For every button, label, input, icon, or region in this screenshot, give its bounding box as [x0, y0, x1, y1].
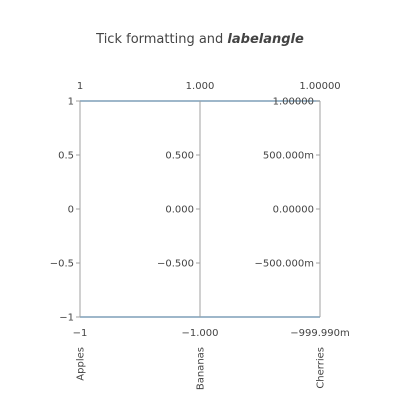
axis-apples[interactable]: 1 0.5 0 −0.5 −1 1 −1 Apples: [50, 81, 88, 381]
axes: 1 0.5 0 −0.5 −1 1 −1 Apples 0.500 0.000 −0.500 1.00…: [50, 81, 350, 390]
tick-label-bananas-0: 0.500: [165, 151, 194, 162]
tick-label-apples-0: 1: [68, 97, 74, 108]
range-top-label-bananas: 1.000: [186, 81, 215, 92]
tick-label-bananas-2: −0.500: [157, 259, 194, 270]
chart-title-emphasis: labelangle: [227, 32, 304, 47]
range-bottom-label-bananas: −1.000: [181, 328, 218, 339]
axis-title-bananas: Bananas: [196, 347, 207, 390]
tick-label-cherries-2: 0.00000: [273, 205, 314, 216]
tick-label-apples-1: 0.5: [58, 151, 74, 162]
axis-cherries[interactable]: 1.00000 500.000m 0.00000 −500.000m 1.00000 −9…: [255, 81, 350, 389]
range-top-label-cherries: 1.00000: [299, 81, 340, 92]
range-top-label-apples: 1: [77, 81, 83, 92]
tick-label-cherries-1: 500.000m: [263, 151, 314, 162]
chart-title-prefix: Tick formatting and: [95, 32, 227, 47]
tick-label-bananas-1: 0.000: [165, 205, 194, 216]
tick-label-apples-4: −1: [59, 313, 74, 324]
tick-label-cherries-3: −500.000m: [255, 259, 314, 270]
range-bottom-label-cherries: −999.990m: [290, 328, 349, 339]
axis-title-apples: Apples: [76, 347, 87, 381]
axis-title-cherries: Cherries: [316, 347, 327, 389]
axis-bananas[interactable]: 0.500 0.000 −0.500 1.000 −1.000 Bananas: [157, 81, 219, 390]
tick-label-apples-2: 0: [68, 205, 74, 216]
tick-label-apples-3: −0.5: [50, 259, 74, 270]
range-bottom-label-apples: −1: [73, 328, 88, 339]
tick-label-cherries-0: 1.00000: [273, 97, 314, 108]
chart-title: Tick formatting and labelangle: [95, 32, 304, 47]
